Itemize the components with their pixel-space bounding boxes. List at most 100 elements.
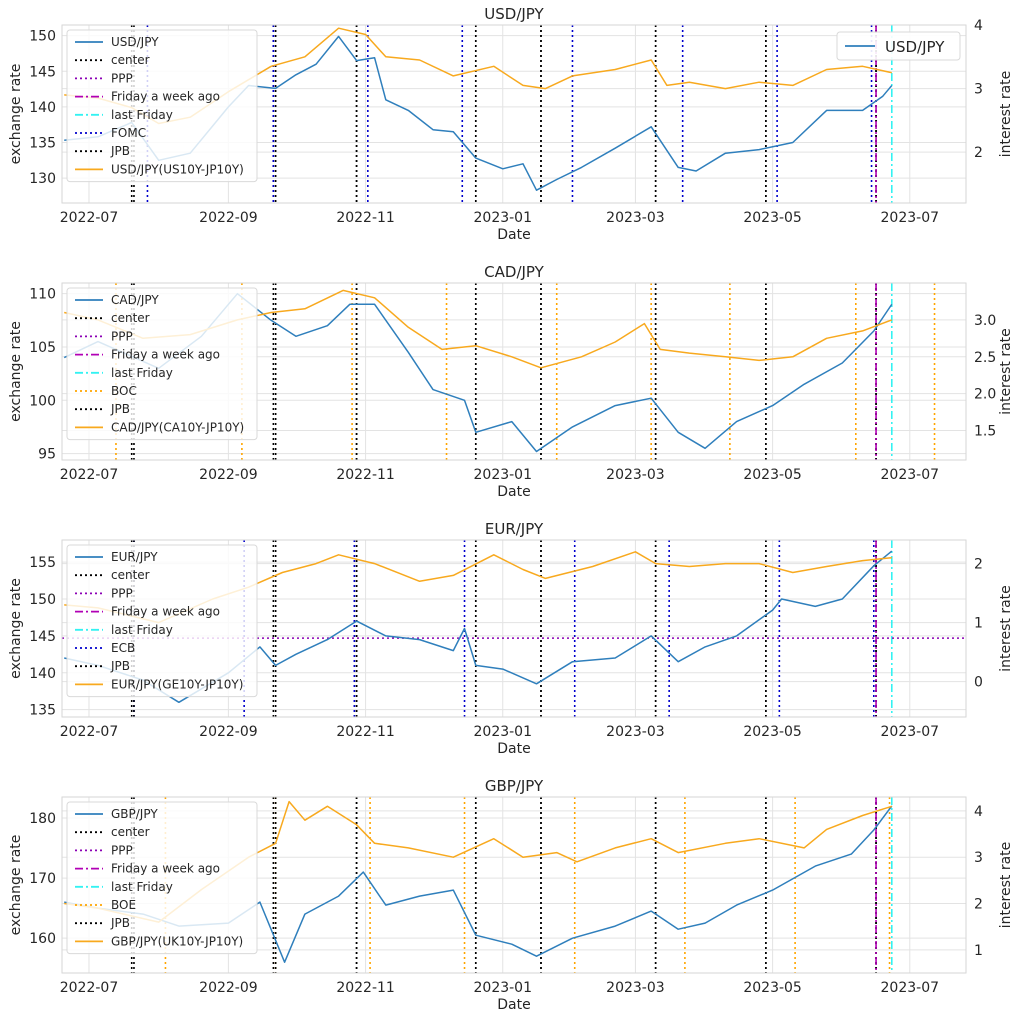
x-tick-label: 2023-05 <box>743 724 802 740</box>
x-tick-label: 2023-03 <box>606 724 665 740</box>
y2-tick-label: 2 <box>974 145 983 161</box>
legend-label: CAD/JPY(CA10Y-JP10Y) <box>111 420 244 434</box>
y-tick-label: 135 <box>29 703 56 719</box>
x-tick-label: 2022-07 <box>60 980 119 996</box>
y-tick-label: 150 <box>29 592 56 608</box>
y2-tick-label: 1.5 <box>974 424 996 440</box>
x-tick-label: 2023-07 <box>881 467 940 483</box>
y-tick-label: 150 <box>29 29 56 45</box>
x-tick-label: 2023-07 <box>881 724 940 740</box>
legend-box <box>836 31 961 61</box>
legend-box <box>66 544 258 698</box>
y-tick-label: 140 <box>29 666 56 682</box>
legend-label: center <box>111 825 150 839</box>
y-tick-label: 155 <box>29 555 56 571</box>
y2-tick-label: 3 <box>974 850 983 866</box>
legend: USD/JPY center PPP Friday a week ago last Fr… <box>66 29 258 183</box>
y2-tick-label: 3.0 <box>974 313 996 329</box>
legend-label: EUR/JPY(GE10Y-JP10Y) <box>111 677 243 691</box>
x-tick-label: 2022-09 <box>199 467 258 483</box>
y-tick-label: 170 <box>29 871 56 887</box>
y-tick-label: 95 <box>38 447 56 463</box>
chart-title: CAD/JPY <box>484 263 544 281</box>
chart-panel-2: EUR/JPY 2022-07 2022-09 2022-11 2023-01 2023-… <box>8 520 1014 757</box>
y2-axis-label: interest rate <box>998 328 1014 415</box>
x-tick-label: 2022-11 <box>336 724 395 740</box>
legend-label: PPP <box>111 843 133 857</box>
x-tick-label: 2022-11 <box>336 467 395 483</box>
x-tick-label: 2023-03 <box>606 980 665 996</box>
y-tick-label: 145 <box>29 629 56 645</box>
y-tick-label: 100 <box>29 393 56 409</box>
legend-label: GBP/JPY(UK10Y-JP10Y) <box>111 934 243 948</box>
x-tick-label: 2022-11 <box>336 210 395 226</box>
x-tick-label: 2022-11 <box>336 980 395 996</box>
x-axis-label: Date <box>497 741 530 757</box>
legend-label: CAD/JPY <box>111 293 159 307</box>
x-tick-label: 2023-05 <box>743 980 802 996</box>
y-axis-label: exchange rate <box>8 835 24 936</box>
chart-title: USD/JPY <box>484 5 544 23</box>
chart-title: EUR/JPY <box>485 520 544 538</box>
plot-frame <box>61 796 967 974</box>
legend-label: GBP/JPY <box>111 807 158 821</box>
legend-label: center <box>111 311 150 325</box>
legend-label: EUR/JPY <box>111 550 158 564</box>
y-tick-label: 135 <box>29 135 56 151</box>
legend-box <box>66 801 258 955</box>
legend-label: center <box>111 568 150 582</box>
legend-label: BOC <box>111 384 137 398</box>
legend-label: center <box>111 53 150 67</box>
x-axis-label: Date <box>497 484 530 500</box>
legend-label: Friday a week ago <box>111 90 220 104</box>
legend-label: PPP <box>111 586 133 600</box>
x-tick-label: 2023-05 <box>743 467 802 483</box>
x-tick-label: 2023-03 <box>606 467 665 483</box>
legend-label: FOMC <box>111 126 146 140</box>
x-tick-label: 2022-07 <box>60 724 119 740</box>
y-tick-label: 110 <box>29 287 56 303</box>
y2-axis-label: interest rate <box>998 585 1014 672</box>
x-tick-label: 2023-01 <box>474 210 533 226</box>
y2-tick-label: 0 <box>974 675 983 691</box>
chart-panel-1: CAD/JPY 2022-07 2022-09 2022-11 2023-01 2023-… <box>8 263 1014 500</box>
plot-frame <box>61 24 967 204</box>
x-tick-label: 2023-07 <box>881 980 940 996</box>
legend-label: last Friday <box>111 366 173 380</box>
y-tick-label: 130 <box>29 171 56 187</box>
plot-frame <box>61 539 967 718</box>
legend-label: Friday a week ago <box>111 862 220 876</box>
legend: GBP/JPY center PPP Friday a week ago last Fr… <box>66 801 258 955</box>
x-tick-label: 2023-07 <box>881 210 940 226</box>
y-axis-label: exchange rate <box>8 64 24 165</box>
y2-tick-label: 2.0 <box>974 387 996 403</box>
x-tick-label: 2023-01 <box>474 724 533 740</box>
y2-axis-label: interest rate <box>998 71 1014 158</box>
legend-label: Friday a week ago <box>111 348 220 362</box>
y-axis-label: exchange rate <box>8 321 24 422</box>
legend-label: USD/JPY <box>111 35 159 49</box>
y2-tick-label: 3 <box>974 82 983 98</box>
chart-panel-3: GBP/JPY 2022-07 2022-09 2022-11 2023-01 2023-… <box>8 777 1014 1013</box>
y-axis-label: exchange rate <box>8 578 24 679</box>
y2-tick-label: 4 <box>974 18 983 34</box>
legend-label: last Friday <box>111 623 173 637</box>
y2-tick-label: 1 <box>974 616 983 632</box>
x-tick-label: 2023-01 <box>474 980 533 996</box>
plot-frame <box>61 282 967 461</box>
x-axis-label: Date <box>497 227 530 243</box>
x-tick-label: 2023-05 <box>743 210 802 226</box>
y2-axis-label: interest rate <box>998 842 1014 929</box>
chart-panel-0: USD/JPY 2022-07 2022-09 2022-11 2023-01 2023-… <box>8 5 1014 243</box>
legend-label: last Friday <box>111 880 173 894</box>
chart-title: GBP/JPY <box>485 777 544 795</box>
legend-label: USD/JPY(US10Y-JP10Y) <box>111 162 244 176</box>
y2-tick-label: 4 <box>974 804 983 820</box>
legend-label: BOE <box>111 898 136 912</box>
y2-tick-label: 2 <box>974 897 983 913</box>
x-tick-label: 2022-09 <box>199 210 258 226</box>
x-tick-label: 2022-07 <box>60 210 119 226</box>
legend-label: last Friday <box>111 108 173 122</box>
legend: CAD/JPY center PPP Friday a week ago last Fr… <box>66 287 258 441</box>
